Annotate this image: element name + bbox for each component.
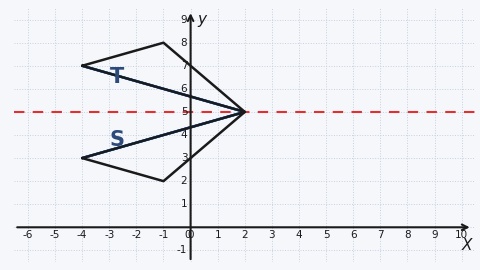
Text: 9: 9	[431, 230, 438, 240]
Text: 5: 5	[180, 107, 187, 117]
Text: 4: 4	[180, 130, 187, 140]
Text: 6: 6	[180, 84, 187, 94]
Text: X: X	[462, 238, 472, 253]
Text: -4: -4	[77, 230, 87, 240]
Text: -6: -6	[23, 230, 33, 240]
Text: -1: -1	[158, 230, 168, 240]
Text: 0: 0	[187, 230, 194, 240]
Text: 3: 3	[269, 230, 275, 240]
Text: 8: 8	[404, 230, 411, 240]
Text: 7: 7	[180, 61, 187, 71]
Text: -5: -5	[50, 230, 60, 240]
Text: -1: -1	[177, 245, 187, 255]
Text: 0: 0	[184, 230, 191, 240]
Text: 2: 2	[241, 230, 248, 240]
Text: 6: 6	[350, 230, 357, 240]
Text: 9: 9	[180, 15, 187, 25]
Text: 7: 7	[377, 230, 384, 240]
Text: 1: 1	[215, 230, 221, 240]
Text: -2: -2	[131, 230, 142, 240]
Text: y: y	[197, 12, 206, 26]
Text: -3: -3	[104, 230, 114, 240]
Text: S: S	[110, 130, 125, 150]
Text: T: T	[110, 67, 124, 87]
Text: 5: 5	[323, 230, 329, 240]
Text: 3: 3	[180, 153, 187, 163]
Text: 4: 4	[296, 230, 302, 240]
Text: 2: 2	[180, 176, 187, 186]
Text: 8: 8	[180, 38, 187, 48]
Text: 1: 1	[180, 199, 187, 209]
Text: 10: 10	[455, 230, 468, 240]
